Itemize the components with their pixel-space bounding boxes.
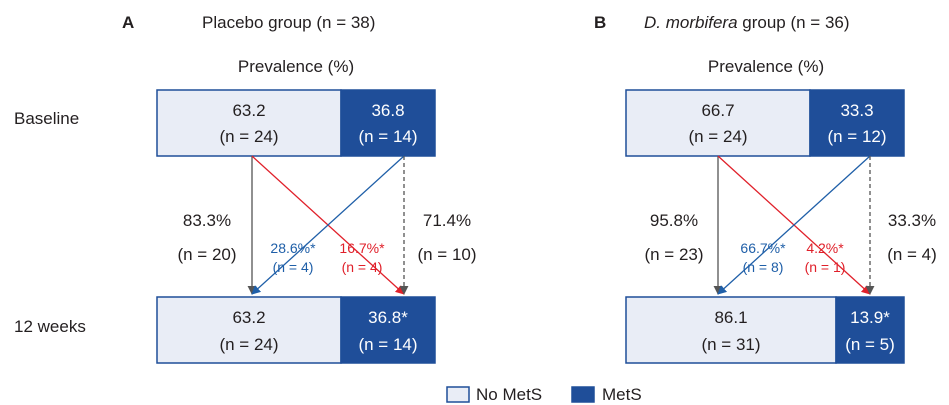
panel-a-week12-nomets-n: (n = 24) [219, 335, 278, 354]
panel-b: B D. morbifera group (n = 36) Prevalence… [594, 13, 937, 364]
panel-a-mets-to-nomets-pct: 28.6%* [270, 240, 316, 256]
panel-b-week12-mets-box [835, 296, 905, 364]
panel-b-week12-mets-value: 13.9* [850, 308, 890, 327]
panel-a-week12-mets-box [340, 296, 436, 364]
panel-b-baseline-nomets-box [625, 89, 811, 157]
panel-b-stay-mets-n: (n = 4) [887, 245, 937, 264]
panel-a-prevalence-label: Prevalence (%) [238, 57, 354, 76]
panel-b-arrow-mets-to-nomets [717, 155, 871, 295]
panel-b-mets-to-nomets-n: (n = 8) [743, 259, 784, 275]
panel-b-title-text: group (n = 36) [738, 13, 850, 32]
panel-a-baseline-nomets-n: (n = 24) [219, 127, 278, 146]
panel-a-nomets-to-mets-pct: 16.7%* [339, 240, 385, 256]
panel-a-arrow-mets-to-nomets [251, 155, 405, 295]
panel-b-baseline-mets-box [809, 89, 905, 157]
panel-a-baseline-mets-n: (n = 14) [358, 127, 417, 146]
panel-b-week12-nomets-n: (n = 31) [701, 335, 760, 354]
panel-b-stay-mets-pct: 33.3% [888, 211, 936, 230]
panel-a-title: Placebo group (n = 38) [202, 13, 375, 32]
panel-a-baseline-nomets-value: 63.2 [232, 101, 265, 120]
panel-a-baseline-nomets-box [156, 89, 342, 157]
legend-nomets-label: No MetS [476, 385, 542, 404]
panel-a-mets-to-nomets-n: (n = 4) [273, 259, 314, 275]
panel-b-title: D. morbifera group (n = 36) [644, 13, 850, 32]
panel-a-week12-nomets-value: 63.2 [232, 308, 265, 327]
panel-b-week12-nomets-value: 86.1 [714, 308, 747, 327]
panel-b-letter: B [594, 13, 606, 32]
legend: No MetS MetS [446, 385, 642, 404]
panel-a-nomets-to-mets-n: (n = 4) [342, 259, 383, 275]
panel-b-title-italic: D. morbifera [644, 13, 738, 32]
row-label-12-weeks: 12 weeks [14, 317, 86, 336]
row-label-baseline: Baseline [14, 109, 79, 128]
legend-nomets-swatch [446, 386, 470, 403]
panel-a-stay-nomets-n: (n = 20) [177, 245, 236, 264]
panel-b-mets-to-nomets-pct: 66.7%* [740, 240, 786, 256]
panel-b-prevalence-label: Prevalence (%) [708, 57, 824, 76]
panel-a: A Placebo group (n = 38) Prevalence (%) … [122, 13, 477, 364]
panel-a-week12-nomets-box [156, 296, 342, 364]
panel-a-stay-nomets-pct: 83.3% [183, 211, 231, 230]
panel-b-baseline-nomets-value: 66.7 [701, 101, 734, 120]
panel-a-baseline-mets-box [340, 89, 436, 157]
panel-b-nomets-to-mets-n: (n = 1) [805, 259, 846, 275]
panel-b-week12-mets-n: (n = 5) [845, 335, 895, 354]
panel-a-baseline-mets-value: 36.8 [371, 101, 404, 120]
panel-b-baseline-nomets-n: (n = 24) [688, 127, 747, 146]
panel-a-week12-mets-value: 36.8* [368, 308, 408, 327]
panel-b-nomets-to-mets-pct: 4.2%* [806, 240, 844, 256]
panel-a-stay-mets-n: (n = 10) [417, 245, 476, 264]
panel-b-stay-nomets-pct: 95.8% [650, 211, 698, 230]
legend-mets-label: MetS [602, 385, 642, 404]
panel-a-week12-mets-n: (n = 14) [358, 335, 417, 354]
panel-a-letter: A [122, 13, 134, 32]
panel-a-stay-mets-pct: 71.4% [423, 211, 471, 230]
panel-a-title-text: Placebo group (n = 38) [202, 13, 375, 32]
panel-b-week12-nomets-box [625, 296, 837, 364]
panel-b-baseline-mets-value: 33.3 [840, 101, 873, 120]
panel-b-stay-nomets-n: (n = 23) [644, 245, 703, 264]
panel-b-baseline-mets-n: (n = 12) [827, 127, 886, 146]
legend-mets-swatch [571, 386, 595, 403]
